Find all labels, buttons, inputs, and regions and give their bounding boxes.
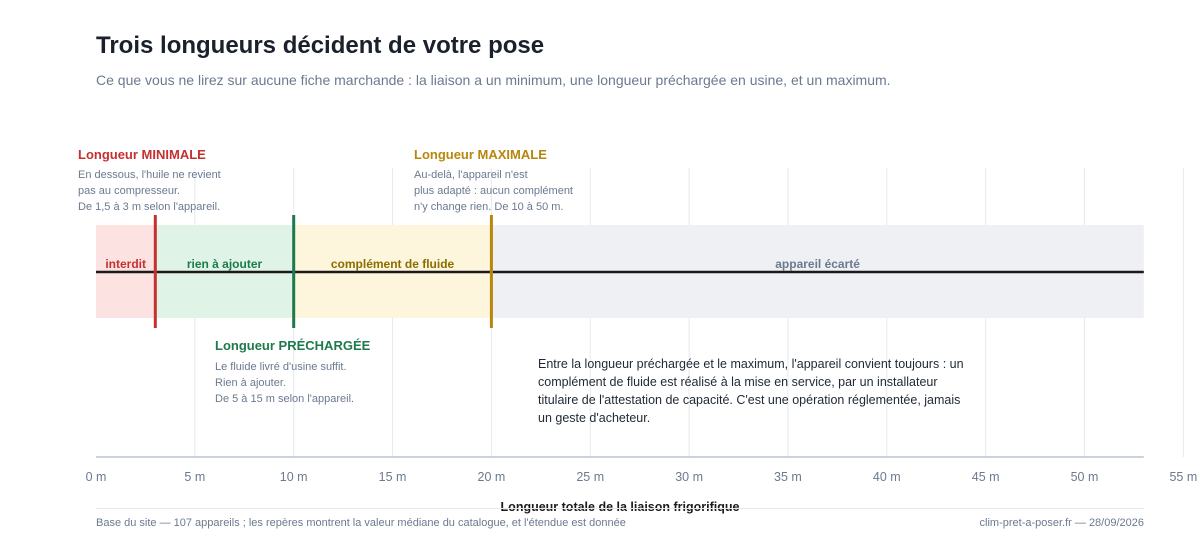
x-tick-label: 25 m: [576, 470, 604, 484]
pre-desc-line: Le fluide livré d'usine suffit.: [215, 361, 347, 373]
footer-source: Base du site — 107 appareils ; les repèr…: [96, 517, 626, 529]
x-tick-label: 20 m: [478, 470, 506, 484]
x-axis-title: Longueur totale de la liaison frigorifiq…: [501, 500, 740, 514]
x-tick-label: 10 m: [280, 470, 308, 484]
max-desc-line: plus adapté : aucun complément: [414, 185, 573, 197]
pre-desc-line: Rien à ajouter.: [215, 377, 286, 389]
min-desc-line: pas au compresseur.: [78, 185, 181, 197]
x-tick-label: 50 m: [1071, 470, 1099, 484]
max-desc-line: n'y change rien. De 10 à 50 m.: [414, 201, 564, 213]
page-title: Trois longueurs décident de votre pose: [96, 32, 545, 59]
x-tick-label: 30 m: [675, 470, 703, 484]
max-desc-line: Au-delà, l'appareil n'est: [414, 169, 528, 181]
zone-label: rien à ajouter: [187, 257, 263, 271]
min-desc-line: De 1,5 à 3 m selon l'appareil.: [78, 201, 221, 213]
footer-divider: [96, 508, 1144, 509]
min-marker-desc: En dessous, l'huile ne revient pas au co…: [78, 167, 221, 215]
x-tick-label: 35 m: [774, 470, 802, 484]
zone-label: complément de fluide: [331, 257, 455, 271]
x-tick-label: 45 m: [972, 470, 1000, 484]
x-tick-label: 0 m: [86, 470, 107, 484]
pre-desc-line: De 5 à 15 m selon l'appareil.: [215, 393, 355, 405]
max-marker-title: Longueur MAXIMALE: [414, 147, 547, 162]
zone-label: appareil écarté: [775, 257, 860, 271]
x-tick-label: 5 m: [184, 470, 205, 484]
x-tick-label: 40 m: [873, 470, 901, 484]
zone-label: interdit: [105, 257, 146, 271]
explanation-note: Entre la longueur préchargée et le maxim…: [538, 357, 964, 425]
pre-marker-desc: Le fluide livré d'usine suffit. Rien à a…: [215, 359, 354, 407]
pre-marker-title: Longueur PRÉCHARGÉE: [215, 338, 371, 353]
footer-credit: clim-pret-a-poser.fr — 28/09/2026: [979, 517, 1144, 529]
min-marker-title: Longueur MINIMALE: [78, 147, 206, 162]
x-tick-label: 15 m: [379, 470, 407, 484]
min-desc-line: En dessous, l'huile ne revient: [78, 169, 221, 181]
max-marker-desc: Au-delà, l'appareil n'est plus adapté : …: [414, 167, 573, 215]
x-tick-label: 55 m: [1169, 470, 1197, 484]
page-subtitle: Ce que vous ne lirez sur aucune fiche ma…: [96, 72, 891, 88]
